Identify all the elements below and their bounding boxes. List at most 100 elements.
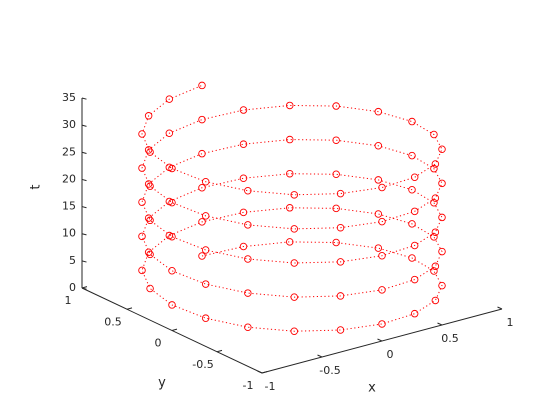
point-marker (430, 233, 438, 241)
point-marker (201, 212, 210, 220)
x-tick-label: 0.5 (441, 332, 459, 345)
y-tick (216, 349, 223, 353)
point-marker (244, 323, 252, 331)
x-tick-label: -1 (265, 380, 276, 393)
x-tick (437, 322, 443, 326)
point-marker (146, 250, 154, 259)
point-marker (239, 140, 248, 148)
point-marker (286, 169, 294, 178)
z-tick (81, 178, 87, 182)
point-marker (374, 107, 383, 116)
point-marker (146, 182, 154, 190)
point-marker (378, 183, 386, 192)
point-marker (336, 258, 345, 266)
point-marker (198, 184, 206, 192)
point-marker (336, 189, 345, 198)
point-marker (239, 106, 248, 114)
point-marker (378, 286, 386, 294)
point-marker (146, 216, 154, 225)
x-tick-label: 1 (507, 316, 514, 329)
point-marker (431, 228, 440, 236)
point-marker (198, 81, 206, 90)
point-marker (144, 214, 153, 222)
x-axis-label: x (368, 381, 376, 396)
z-tick-label: 5 (69, 254, 76, 267)
y-tick-label: -0.5 (192, 358, 213, 371)
x-tick (377, 338, 383, 342)
z-tick-label: 25 (62, 145, 76, 158)
point-marker (332, 170, 340, 179)
point-marker (165, 129, 174, 137)
point-marker (332, 204, 340, 213)
point-marker (336, 292, 345, 300)
point-marker (431, 262, 440, 271)
z-tick (81, 124, 87, 127)
point-marker (336, 326, 345, 334)
point-marker (408, 151, 416, 160)
point-marker (286, 204, 294, 212)
point-marker (198, 149, 206, 158)
point-marker (201, 178, 210, 186)
point-marker (438, 179, 446, 188)
point-marker (374, 176, 383, 184)
point-marker (374, 142, 383, 150)
point-marker (431, 194, 440, 202)
point-marker (408, 220, 416, 228)
point-marker (201, 314, 210, 322)
point-marker (168, 164, 176, 173)
point-marker (410, 309, 419, 318)
point-marker (144, 248, 153, 257)
point-marker (431, 160, 440, 168)
point-marker (239, 208, 248, 217)
z-tick (81, 260, 87, 263)
point-marker (201, 280, 210, 288)
point-marker (431, 296, 440, 305)
point-marker (430, 164, 438, 173)
point-marker (144, 146, 153, 154)
point-marker (410, 275, 419, 284)
z-tick-label: 30 (62, 118, 76, 131)
x-tick-label: -0.5 (319, 364, 340, 377)
point-marker (239, 174, 248, 183)
point-marker (144, 180, 153, 188)
z-tick (81, 233, 87, 236)
point-marker (290, 293, 299, 301)
z-tick-label: 10 (62, 227, 76, 240)
point-marker (168, 198, 176, 207)
point-marker (138, 232, 146, 241)
point-marker (290, 225, 299, 233)
point-marker (438, 247, 446, 256)
point-marker (138, 130, 146, 138)
z-tick-label: 15 (62, 200, 76, 213)
point-marker (430, 199, 438, 207)
point-marker (144, 112, 153, 120)
point-marker (290, 191, 299, 199)
y-tick (126, 307, 133, 310)
point-marker (138, 198, 146, 206)
point-marker (168, 267, 176, 275)
point-marker (336, 223, 345, 232)
z-axis-label: t (29, 184, 44, 189)
point-marker (410, 241, 419, 250)
z-tick (81, 206, 87, 209)
point-marker (138, 164, 146, 172)
point-marker (244, 221, 252, 229)
point-marker (332, 238, 340, 247)
z-tick-label: 20 (62, 172, 76, 185)
point-marker (146, 148, 154, 156)
y-tick-label: 0 (155, 337, 162, 350)
x-tick-label: 0 (387, 348, 394, 361)
z-tick (81, 151, 87, 154)
point-marker (201, 246, 210, 254)
point-marker (374, 244, 383, 252)
x-tick (497, 306, 503, 310)
point-marker (198, 252, 206, 260)
point-marker (286, 135, 294, 144)
point-marker (165, 95, 174, 103)
point-marker (408, 117, 416, 126)
point-marker (332, 102, 340, 110)
helix-line (141, 84, 443, 332)
x-tick (257, 370, 263, 374)
y-tick-label: 1 (65, 294, 72, 307)
